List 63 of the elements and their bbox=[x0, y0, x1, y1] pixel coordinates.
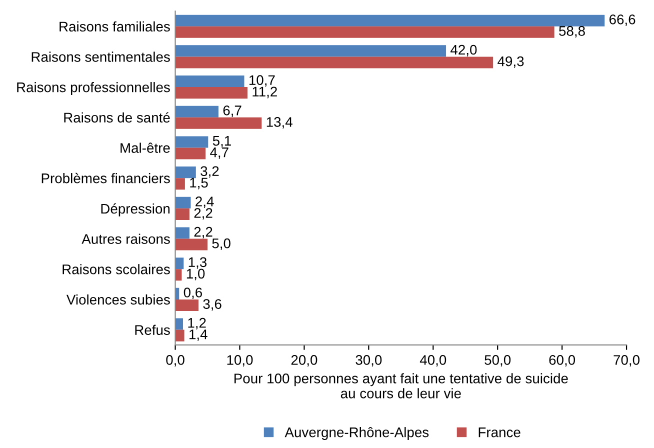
data-label: 42,0 bbox=[450, 44, 477, 56]
x-tick-label: 40,0 bbox=[420, 355, 446, 367]
bar bbox=[175, 117, 262, 129]
bar bbox=[175, 208, 190, 220]
x-tick-label: 70,0 bbox=[614, 355, 640, 367]
bar bbox=[175, 166, 196, 178]
bar bbox=[175, 178, 185, 190]
data-label: 58,8 bbox=[559, 26, 585, 38]
data-label: 11,2 bbox=[252, 86, 277, 98]
x-tick-label: 30,0 bbox=[356, 355, 382, 367]
y-tick-label: Mal-être bbox=[120, 142, 170, 153]
y-tick-label: Dépression bbox=[101, 203, 170, 216]
data-label: 13,4 bbox=[266, 117, 292, 129]
data-label: 1,5 bbox=[190, 178, 208, 190]
bar bbox=[175, 330, 184, 342]
data-label: 1,0 bbox=[186, 268, 205, 280]
data-label: 5,0 bbox=[212, 238, 230, 250]
data-label: 1,4 bbox=[190, 330, 208, 341]
legend-label: France bbox=[478, 428, 520, 438]
data-label: 3,6 bbox=[203, 299, 222, 311]
bar bbox=[175, 196, 191, 208]
bar bbox=[175, 26, 554, 38]
y-tick-label: Violences subies bbox=[66, 294, 170, 305]
data-label: 2,4 bbox=[196, 196, 214, 208]
bar bbox=[175, 106, 218, 118]
x-tick-label: 20,0 bbox=[291, 355, 318, 367]
data-label: 1,2 bbox=[188, 318, 206, 330]
data-label: 2,2 bbox=[194, 226, 212, 238]
y-tick-label: Raisons scolaires bbox=[62, 264, 170, 274]
x-tick-label: 50,0 bbox=[484, 355, 511, 367]
bar bbox=[175, 56, 494, 68]
y-tick-label: Problèmes financiers bbox=[42, 172, 170, 184]
bar bbox=[175, 227, 190, 239]
bar bbox=[175, 148, 206, 160]
data-label: 6,7 bbox=[223, 106, 242, 117]
y-tick-label: Refus bbox=[135, 324, 170, 335]
bar bbox=[175, 136, 208, 148]
data-label: 0,6 bbox=[184, 288, 202, 300]
bar bbox=[175, 238, 208, 250]
data-label: 3,2 bbox=[200, 166, 219, 178]
x-tick-label: 10,0 bbox=[227, 355, 253, 367]
y-tick-label: Raisons familiales bbox=[60, 21, 170, 32]
bar bbox=[175, 45, 446, 57]
data-label: 10,7 bbox=[249, 75, 275, 87]
bar bbox=[175, 87, 248, 99]
y-tick-label: Raisons de santé bbox=[64, 112, 170, 123]
x-tick-label: 0,0 bbox=[166, 355, 184, 367]
y-tick-label: Raisons sentimentales bbox=[32, 52, 170, 62]
x-tick-label: 60,0 bbox=[549, 355, 576, 367]
data-label: 2,2 bbox=[194, 208, 212, 220]
bar bbox=[175, 318, 184, 330]
data-label: 66,6 bbox=[609, 14, 636, 26]
x-axis-title: Pour 100 personnes ayant fait une tentative de suicide au cours de leur vie bbox=[234, 373, 568, 398]
data-label: 4,7 bbox=[210, 148, 228, 159]
bar bbox=[175, 14, 605, 26]
y-tick-label: Autres raisons bbox=[82, 234, 170, 244]
y-tick-label: Raisons professionnelles bbox=[17, 82, 170, 95]
legend-label: Auvergne-Rhône-Alpes bbox=[284, 426, 429, 440]
bar bbox=[175, 299, 198, 311]
bar bbox=[175, 76, 244, 88]
data-label: 1,3 bbox=[188, 257, 207, 269]
data-label: 5,1 bbox=[212, 136, 231, 148]
data-label: 49,3 bbox=[498, 56, 524, 68]
